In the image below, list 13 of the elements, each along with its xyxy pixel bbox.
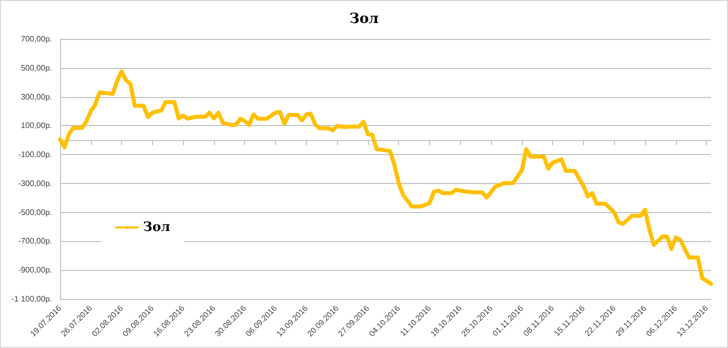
y-tick-label: -300,00р. [18,178,52,188]
y-tick-label: -100,00р. [18,150,52,160]
y-tick-label: 300,00р. [20,92,52,102]
y-tick-label: 500,00р. [20,63,52,72]
legend-label: Зол [143,220,170,235]
y-tick-label: -900,00р. [18,266,52,275]
y-tick-label: 100,00р. [20,121,52,130]
y-tick-label: -700,00р. [18,236,52,246]
y-tick-label: -500,00р. [18,208,52,217]
chart-title: Зол [349,11,379,27]
y-tick-label: 700,00р. [20,34,52,44]
y-tick-label: -1 100,00р. [12,294,52,304]
line-series [58,70,713,286]
